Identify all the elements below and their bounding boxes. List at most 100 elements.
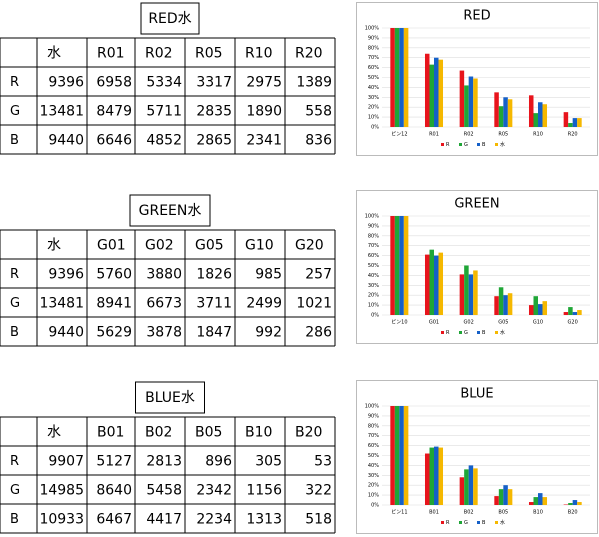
row-label: B: [10, 325, 19, 340]
section-title: BLUE水: [145, 390, 195, 406]
cell-value: 13481: [39, 296, 84, 312]
cell-value: 5760: [96, 267, 132, 283]
bar: [434, 446, 439, 505]
cell-value: 896: [205, 454, 232, 470]
bar: [468, 465, 474, 505]
cell-value: 1156: [246, 483, 282, 499]
y-tick-label: 60%: [368, 65, 379, 71]
section-title: RED水: [148, 11, 191, 27]
cell-value: 4852: [146, 133, 182, 149]
y-tick-label: 10%: [368, 115, 379, 121]
bar: [568, 123, 573, 127]
bar: [533, 497, 538, 505]
y-tick-label: 90%: [368, 223, 379, 229]
cell-value: 10933: [39, 512, 84, 528]
legend-label: B: [482, 142, 486, 148]
bar: [538, 304, 543, 315]
cell-value: 6467: [96, 512, 132, 528]
cell-value: 9907: [48, 454, 84, 470]
y-tick-label: 90%: [368, 35, 379, 41]
cell-value: 8479: [96, 104, 132, 120]
legend-swatch: [477, 521, 480, 524]
column-header: 水: [47, 425, 61, 441]
cell-value: 6673: [146, 296, 182, 312]
legend-label: G: [464, 520, 468, 526]
bar: [572, 500, 578, 505]
y-tick-label: 40%: [368, 273, 379, 279]
cell-value: 836: [305, 133, 332, 149]
y-tick-label: 70%: [368, 243, 379, 249]
y-tick-label: 0%: [371, 125, 379, 131]
bar: [429, 64, 434, 127]
bar: [464, 265, 469, 315]
legend-swatch: [441, 521, 444, 524]
y-tick-label: 60%: [368, 253, 379, 259]
legend-swatch: [441, 143, 444, 146]
cell-value: 286: [305, 325, 332, 341]
column-header: R02: [145, 46, 173, 62]
x-tick-label: ピン11: [391, 510, 407, 516]
legend-swatch: [459, 521, 462, 524]
legend-label: G: [464, 330, 468, 336]
cell-value: 518: [305, 512, 332, 528]
bar: [577, 118, 582, 127]
y-tick-label: 40%: [368, 85, 379, 91]
legend-swatch: [459, 331, 462, 334]
cell-value: 1313: [246, 512, 282, 528]
legend-label: B: [482, 330, 486, 336]
y-tick-label: 20%: [368, 483, 379, 489]
cell-value: 1389: [296, 75, 332, 91]
cell-value: 6958: [96, 75, 132, 91]
column-header: B05: [195, 425, 222, 441]
cell-value: 1847: [196, 325, 232, 341]
legend-label: 水: [500, 141, 505, 148]
row-label: R: [10, 267, 19, 282]
cell-value: 3317: [196, 75, 232, 91]
bar: [494, 496, 499, 505]
bar: [494, 296, 499, 315]
cell-value: 6646: [96, 133, 132, 149]
bar: [577, 310, 582, 315]
bar: [568, 307, 573, 315]
y-tick-label: 60%: [368, 443, 379, 449]
bar: [438, 447, 444, 505]
cell-value: 4417: [146, 512, 182, 528]
bar: [403, 28, 409, 127]
cell-value: 53: [314, 454, 332, 470]
x-tick-label: G20: [568, 320, 578, 326]
cell-value: 2813: [146, 454, 182, 470]
cell-value: 5127: [96, 454, 132, 470]
cell-value: 9396: [48, 267, 84, 283]
bar: [563, 112, 569, 127]
bar: [394, 406, 400, 505]
cell-value: 1826: [196, 267, 232, 283]
column-header: R01: [97, 46, 125, 62]
x-tick-label: R05: [498, 132, 508, 138]
cell-value: 558: [305, 104, 332, 120]
row-label: G: [10, 104, 20, 119]
bar: [528, 305, 534, 315]
bar: [434, 255, 439, 315]
cell-value: 992: [255, 325, 282, 341]
bar: [538, 493, 543, 505]
bar: [503, 97, 508, 127]
legend-swatch: [459, 143, 462, 146]
bar: [503, 485, 508, 505]
legend-label: R: [446, 520, 450, 526]
bar: [424, 254, 430, 315]
legend-swatch: [495, 521, 498, 524]
y-tick-label: 10%: [368, 303, 379, 309]
cell-value: 9396: [48, 75, 84, 91]
bar: [464, 469, 469, 505]
legend-swatch: [495, 331, 498, 334]
y-tick-label: 70%: [368, 433, 379, 439]
x-tick-label: R10: [533, 132, 543, 138]
legend-label: 水: [500, 519, 505, 526]
bar: [403, 216, 409, 315]
cell-value: 2865: [196, 133, 232, 149]
x-tick-label: B02: [464, 510, 474, 516]
column-header: R05: [195, 46, 223, 62]
bar: [429, 447, 434, 505]
chart-title: GREEN: [454, 197, 499, 212]
